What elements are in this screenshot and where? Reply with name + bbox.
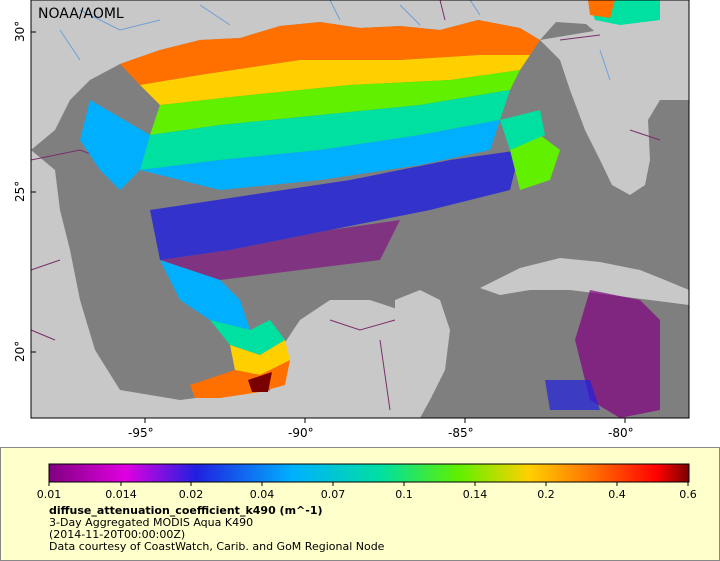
scale-label-2: 0.02 xyxy=(179,488,204,501)
scale-label-5: 0.1 xyxy=(395,488,413,501)
map-panel: NOAA/AOML 30° 25° 20° -95° -90° -85° -80… xyxy=(13,0,690,440)
lat-axis: 30° 25° 20° xyxy=(13,21,36,362)
scale-label-3: 0.04 xyxy=(250,488,275,501)
scale-label-1: 0.014 xyxy=(105,488,137,501)
colorbar: 0.01 0.014 0.02 0.04 0.07 0.1 0.14 0.2 0… xyxy=(37,463,697,501)
colorbar-gradient xyxy=(48,463,690,483)
land-cuba xyxy=(480,258,689,305)
lon-tick-95: -95° xyxy=(128,426,154,440)
scale-label-0: 0.01 xyxy=(37,488,62,501)
land-mexico xyxy=(31,150,410,418)
attribution-text: NOAA/AOML xyxy=(38,6,124,22)
river-lines xyxy=(59,0,611,81)
scale-label-7: 0.2 xyxy=(537,488,555,501)
land-usa xyxy=(31,0,689,150)
dataset-time: (2014-11-20T00:00:00Z) xyxy=(49,528,186,541)
map-canvas: NOAA/AOML 30° 25° 20° -95° -90° -85° -80… xyxy=(13,0,690,440)
lat-tick-25: 25° xyxy=(13,181,27,202)
variable-name: diffuse_attenuation_coefficient_k490 (m^… xyxy=(49,504,323,517)
lat-tick-20: 20° xyxy=(13,341,27,362)
legend-panel: 0.01 0.014 0.02 0.04 0.07 0.1 0.14 0.2 0… xyxy=(0,447,720,561)
data-credit: Data courtesy of CoastWatch, Carib. and … xyxy=(49,540,385,553)
scale-label-6: 0.14 xyxy=(463,488,488,501)
scale-label-4: 0.07 xyxy=(321,488,346,501)
land-yucatan-east xyxy=(395,290,450,418)
lat-tick-30: 30° xyxy=(13,21,27,42)
dataset-description: 3-Day Aggregated MODIS Aqua K490 xyxy=(49,516,254,529)
lon-tick-80: -80° xyxy=(608,426,634,440)
land-florida xyxy=(540,0,689,195)
lon-tick-85: -85° xyxy=(448,426,474,440)
scale-label-9: 0.6 xyxy=(679,488,697,501)
scale-label-8: 0.4 xyxy=(608,488,626,501)
lon-axis: -95° -90° -85° -80° xyxy=(128,418,634,440)
lon-tick-90: -90° xyxy=(288,426,314,440)
